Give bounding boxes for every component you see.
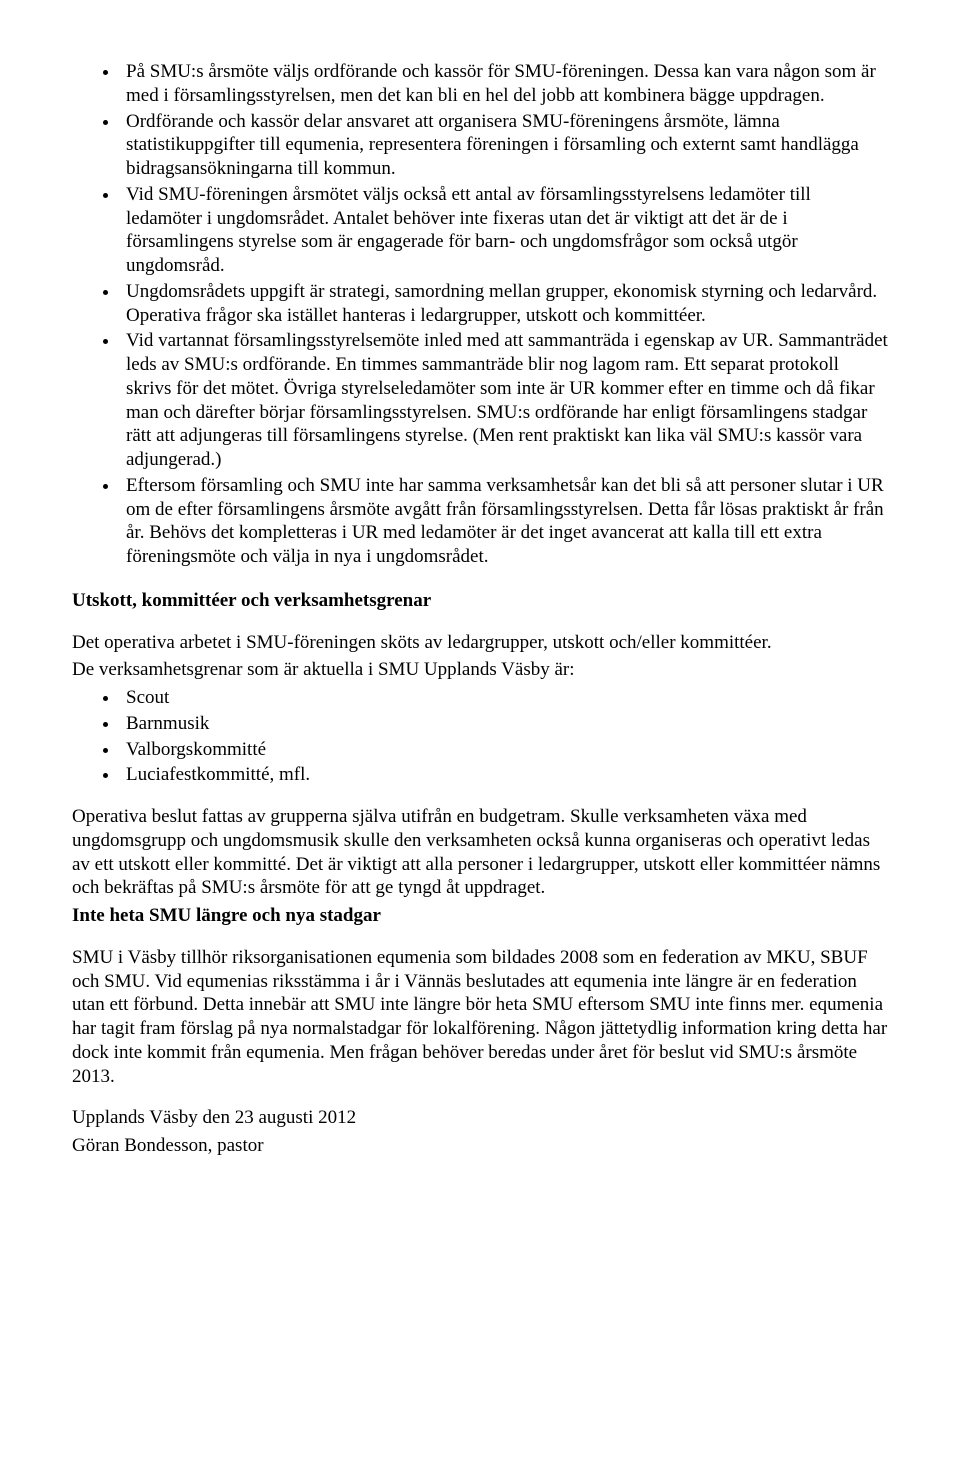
document-footer: Upplands Väsby den 23 augusti 2012 Göran… [72,1106,888,1158]
section2-para2: Operativa beslut fattas av grupperna sjä… [72,805,888,900]
section2-intro1: Det operativa arbetet i SMU-föreningen s… [72,631,888,655]
footer-author: Göran Bondesson, pastor [72,1134,888,1158]
main-bullet-list: På SMU:s årsmöte väljs ordförande och ka… [72,60,888,569]
section-heading-inte-heta: Inte heta SMU längre och nya stadgar [72,904,888,928]
list-item: Vid vartannat församlingsstyrelsemöte in… [120,329,888,472]
list-item: Scout [120,686,888,710]
list-item: Valborgskommitté [120,738,888,762]
section3-para1: SMU i Väsby tillhör riksorganisationen e… [72,946,888,1089]
list-item: På SMU:s årsmöte väljs ordförande och ka… [120,60,888,108]
list-item: Vid SMU-föreningen årsmötet väljs också … [120,183,888,278]
list-item: Ordförande och kassör delar ansvaret att… [120,110,888,181]
list-item: Ungdomsrådets uppgift är strategi, samor… [120,280,888,328]
list-item: Eftersom församling och SMU inte har sam… [120,474,888,569]
section2-intro2: De verksamhetsgrenar som är aktuella i S… [72,658,888,682]
section-heading-utskott: Utskott, kommittéer och verksamhetsgrena… [72,589,888,613]
footer-place-date: Upplands Väsby den 23 augusti 2012 [72,1106,888,1130]
list-item: Luciafestkommitté, mfl. [120,763,888,787]
verksamhetsgrenar-list: Scout Barnmusik Valborgskommitté Luciafe… [72,686,888,787]
list-item: Barnmusik [120,712,888,736]
